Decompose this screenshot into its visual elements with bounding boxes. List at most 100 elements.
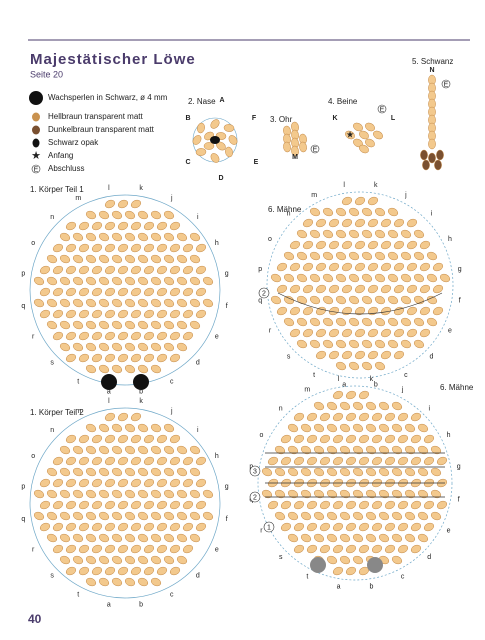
bead [72,555,84,565]
thread [266,191,454,379]
bead [163,254,175,264]
small-diagram-title: 3. Ohr [270,115,293,124]
bead [65,309,77,319]
bead [169,331,181,341]
bead [319,544,331,554]
ring-letter: t [77,379,79,386]
bead [404,445,416,455]
bead [365,423,377,433]
bead [91,309,103,319]
bead [169,478,181,488]
bead [137,445,149,455]
bead [391,401,403,411]
ring-letter: i [197,214,199,221]
bead [367,262,379,272]
bead [52,243,64,253]
bead [367,284,379,294]
bead [315,306,327,316]
ring-letter: j [170,408,173,415]
bead [91,287,103,297]
bead [296,317,308,327]
bead [283,273,295,283]
bead [339,467,351,477]
bead [432,262,444,272]
black-bead [133,374,149,390]
bead [143,243,155,253]
bead [176,489,188,499]
bead [287,489,299,499]
bead [111,489,123,499]
ring-letter: n [279,406,283,413]
bead [124,511,136,521]
legend-symbol [29,91,43,105]
bead [365,489,377,499]
bead [85,364,97,374]
bead [339,555,351,565]
bead [345,412,357,422]
bead [378,511,390,521]
bead [430,445,442,455]
bead [345,130,355,140]
small-diagram-letter: C [185,159,190,166]
bead [378,401,390,411]
bead [313,445,325,455]
bead [335,317,347,327]
bead [306,522,318,532]
bead [78,434,90,444]
marker [249,491,261,503]
diagram-title: 6. Mähne [440,383,474,392]
bead [436,500,448,510]
bead [404,533,416,543]
bead [72,276,84,286]
bead [283,295,295,305]
bead [130,544,142,554]
thread [29,194,221,386]
bead [143,522,155,532]
bead [33,298,45,308]
bead [137,320,149,330]
bead [104,287,116,297]
bead [59,232,71,242]
bead [293,456,305,466]
bead [111,467,123,477]
bead [326,445,338,455]
legend-label: Wachsperlen in Schwarz, ø 4 mm [48,93,168,102]
legend-symbol: ★ [31,150,41,162]
bead [419,306,431,316]
bead [156,353,168,363]
ring-letter: c [170,592,174,599]
ring-letter: c [170,379,174,386]
bead [111,232,123,242]
bead [293,500,305,510]
bead [195,456,207,466]
bead [65,265,77,275]
bead [378,489,390,499]
bead [98,445,110,455]
bead [341,350,353,360]
bead [156,265,168,275]
bead [417,489,429,499]
bead [384,434,396,444]
bead [358,544,370,554]
bead [413,273,425,283]
bead [380,240,392,250]
bead [423,500,435,510]
bead [374,339,386,349]
bead [367,328,379,338]
bead [130,243,142,253]
bead [306,412,318,422]
bead [380,218,392,228]
bead [169,566,181,576]
ring-letter: o [259,432,263,439]
bead [104,309,116,319]
bead [365,401,377,411]
bead [117,434,129,444]
bead [117,199,129,209]
bead [98,254,110,264]
bead [33,511,45,521]
end-symbol-label: E [34,166,39,173]
bead [150,423,162,433]
bead [289,328,301,338]
bead [313,423,325,433]
bead [280,456,292,466]
